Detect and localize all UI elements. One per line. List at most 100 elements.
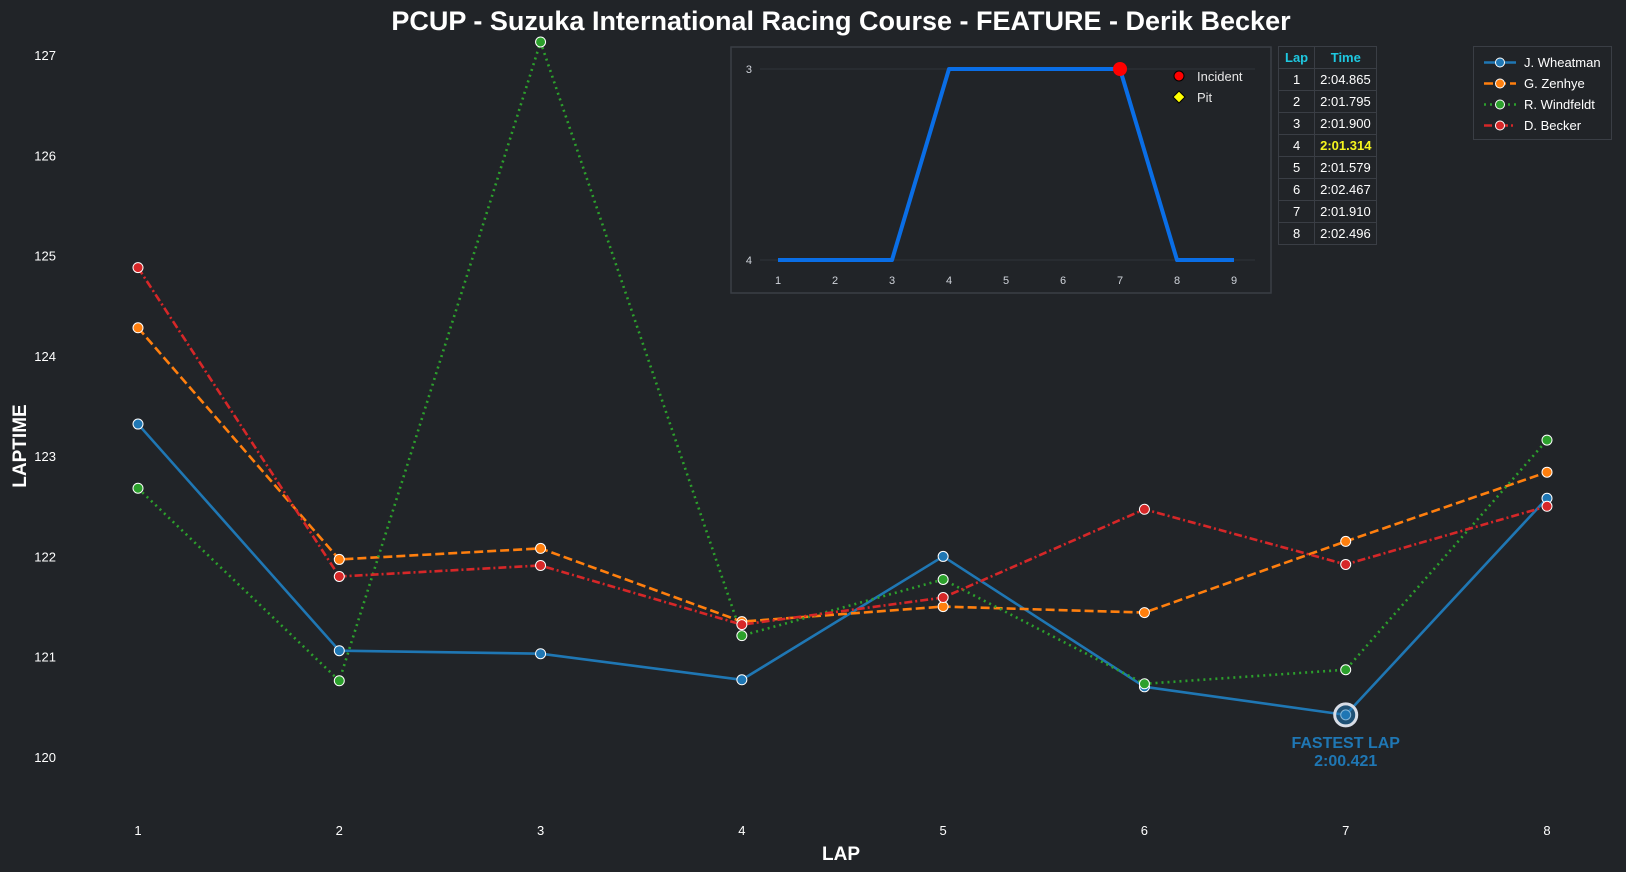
incident-marker [1113,62,1127,76]
lap-number: 6 [1277,178,1316,201]
inset-frame [730,46,1272,294]
data-point [1138,678,1150,690]
lap-times-table: Lap Time 1 2:04.865 2 2:01.795 3 2:01.90… [1277,46,1378,245]
data-point [1541,466,1553,478]
series-line [137,423,1548,717]
lap-time-best: 2:01.314 [1314,134,1378,157]
position-inset: 3 4 1 2 3 4 5 6 7 8 9 Incident Pit [730,46,1272,294]
inset-x-tick-label: 9 [1231,275,1237,287]
data-point [937,550,949,562]
data-point [1340,664,1352,676]
legend-swatch [1484,78,1516,89]
legend-swatch [1484,57,1516,68]
data-point [1138,607,1150,619]
legend-swatch [1484,99,1516,110]
data-point [535,36,547,48]
data-point [736,619,748,631]
data-point [333,675,345,687]
lap-table-row: 8 2:02.496 [1277,222,1378,245]
x-tick-label: 5 [940,823,947,838]
data-point [535,648,547,660]
data-point [937,573,949,585]
x-axis-label: LAP [822,844,860,865]
lap-number: 3 [1277,112,1316,135]
y-tick-label: 127 [34,48,56,63]
legend: J. Wheatman G. Zenhye R. Windfeldt D. Be… [1473,46,1612,140]
y-tick-label: 121 [34,650,56,665]
y-tick-label: 120 [34,750,56,765]
legend-marker [1495,78,1505,89]
data-point [132,262,144,274]
y-tick-label: 123 [34,449,56,464]
x-tick-label: 7 [1342,823,1349,838]
x-tick-label: 4 [738,823,745,838]
y-tick-label: 122 [34,549,56,564]
series-line [136,266,1548,626]
inset-x-tick-label: 4 [946,275,952,287]
series-line [137,326,1548,623]
data-point [333,570,345,582]
data-point [736,630,748,642]
legend-label: J. Wheatman [1524,55,1601,70]
lap-table-row: 3 2:01.900 [1277,112,1378,135]
lap-number: 5 [1277,156,1316,179]
lap-table-header: Lap Time [1277,46,1378,69]
data-point [1138,503,1150,515]
data-point [333,645,345,657]
data-point [535,542,547,554]
x-tick-label: 8 [1543,823,1550,838]
legend-item: G. Zenhye [1474,73,1611,94]
inset-x-tick-label: 5 [1003,275,1009,287]
inset-legend-label: Pit [1197,90,1213,105]
lap-table-row: 7 2:01.910 [1277,200,1378,223]
y-tick-label: 124 [34,349,56,364]
legend-item: J. Wheatman [1474,52,1611,73]
lap-time: 2:01.795 [1314,90,1378,113]
lap-header: Lap [1277,46,1316,69]
x-tick-label: 6 [1141,823,1148,838]
lap-table-row-best: 4 2:01.314 [1277,134,1378,157]
inset-y-tick-label: 4 [746,255,752,267]
lap-time: 2:02.496 [1314,222,1378,245]
main-plot: 1 2 3 4 5 6 7 8120121122123124125126127FASTEST … [34,36,1553,838]
legend-item: D. Becker [1474,115,1611,136]
incident-legend-icon [1173,70,1185,82]
legend-swatch [1484,120,1516,131]
inset-x-tick-label: 2 [832,275,838,287]
lap-table-row: 1 2:04.865 [1277,68,1378,91]
data-point [535,559,547,571]
legend-label: R. Windfeldt [1524,97,1595,112]
legend-label: D. Becker [1524,118,1582,133]
data-point [937,592,949,604]
x-tick-label: 2 [336,823,343,838]
lap-table-row: 6 2:02.467 [1277,178,1378,201]
x-tick-label: 3 [537,823,544,838]
data-point [736,674,748,686]
inset-x-tick-label: 6 [1060,275,1066,287]
inset-x-tick-label: 1 [775,275,781,287]
inset-legend-label: Incident [1197,69,1243,84]
inset-x-tick-label: 7 [1117,275,1123,287]
legend-marker [1495,120,1505,131]
lap-number: 1 [1277,68,1316,91]
data-point [132,322,144,334]
lap-number: 8 [1277,222,1316,245]
lap-number: 2 [1277,90,1316,113]
chart-title: PCUP - Suzuka International Racing Cours… [391,6,1291,36]
data-point [1340,535,1352,547]
pit-legend-icon [1172,90,1186,104]
lap-time: 2:02.467 [1314,178,1378,201]
lap-time: 2:01.900 [1314,112,1378,135]
lap-number: 4 [1277,134,1316,157]
lap-time: 2:01.579 [1314,156,1378,179]
fastest-lap-time: 2:00.421 [1314,753,1377,770]
inset-x-tick-label: 8 [1174,275,1180,287]
data-point [333,553,345,565]
legend-item: R. Windfeldt [1474,94,1611,115]
data-point [1541,434,1553,446]
data-point [132,418,144,430]
legend-label: G. Zenhye [1524,76,1585,91]
y-axis-label: LAPTIME [10,404,31,487]
legend-marker [1495,57,1505,68]
